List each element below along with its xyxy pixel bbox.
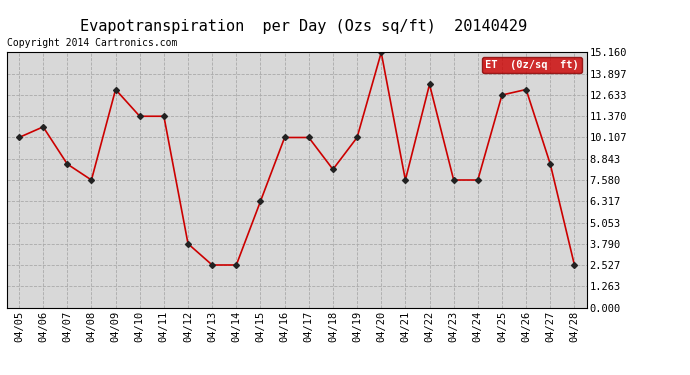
Legend: ET  (0z/sq  ft): ET (0z/sq ft) <box>482 57 582 73</box>
Text: Evapotranspiration  per Day (Ozs sq/ft)  20140429: Evapotranspiration per Day (Ozs sq/ft) 2… <box>80 19 527 34</box>
Text: Copyright 2014 Cartronics.com: Copyright 2014 Cartronics.com <box>7 38 177 48</box>
